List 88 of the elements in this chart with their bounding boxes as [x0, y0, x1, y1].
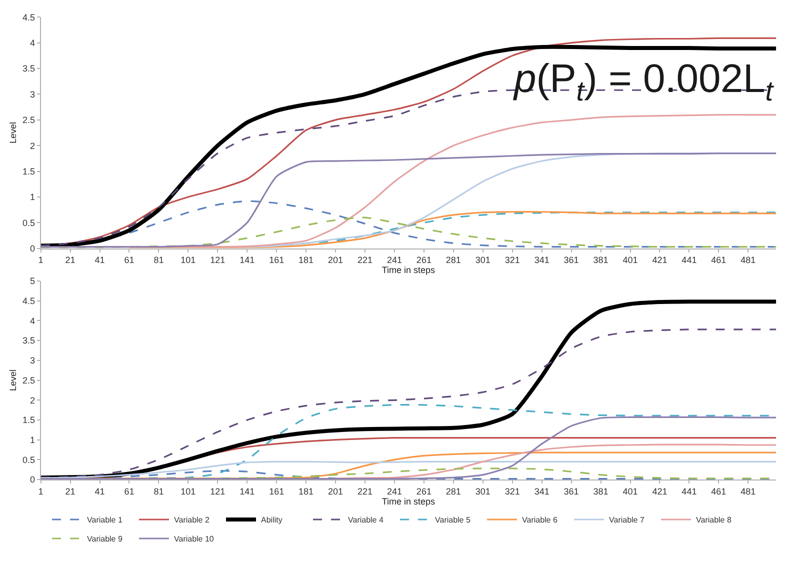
x-tick-label: 81: [154, 255, 164, 266]
x-tick-label: 201: [328, 486, 344, 496]
legend-label: Variable 4: [348, 516, 384, 525]
legend-label: Variable 6: [522, 516, 558, 525]
x-tick-label: 201: [328, 255, 344, 266]
x-tick-label: 481: [740, 255, 756, 266]
x-tick-label: 301: [475, 486, 490, 496]
x-tick-label: 221: [357, 486, 373, 496]
legend-label: Variable 2: [174, 516, 210, 525]
x-tick-label: 341: [534, 486, 550, 496]
x-tick-label: 241: [386, 255, 402, 266]
y-tick-label: 1: [30, 435, 35, 445]
x-tick-label: 41: [94, 255, 105, 266]
y-tick-label: 4.5: [22, 296, 35, 306]
legend-label: Variable 1: [87, 516, 123, 525]
line-series: [40, 328, 776, 478]
x-tick-label: 261: [416, 486, 432, 496]
x-tick-label: 381: [593, 486, 608, 496]
x-tick-label: 421: [652, 486, 668, 496]
x-tick-label: 101: [180, 486, 196, 496]
x-tick-label: 161: [269, 486, 284, 496]
x-tick-label: 141: [240, 486, 255, 496]
x-tick-label: 121: [210, 486, 226, 496]
x-tick-label: 21: [65, 255, 76, 266]
y-axis-title: Level: [8, 370, 18, 392]
y-tick-label: 3: [30, 356, 35, 366]
x-tick-label: 1: [38, 486, 44, 496]
y-tick-label: 3: [30, 89, 35, 100]
legend-label: Variable 10: [174, 534, 214, 544]
legend-label: Variable 8: [696, 516, 732, 525]
legend-label: Variable 7: [609, 516, 645, 525]
x-tick-label: 321: [504, 486, 520, 496]
y-tick-label: 0: [30, 474, 35, 485]
legend-label: Variable 9: [87, 534, 123, 544]
x-tick-label: 361: [564, 486, 579, 496]
x-tick-label: 1: [38, 255, 44, 266]
y-tick-label: 1: [30, 192, 35, 202]
x-tick-label: 441: [682, 255, 697, 266]
x-tick-label: 41: [94, 486, 105, 496]
line-series: [334, 444, 776, 480]
y-tick-label: 5: [30, 276, 35, 286]
x-tick-label: 161: [269, 255, 284, 266]
x-tick-label: 121: [210, 255, 226, 266]
y-tick-label: 0.5: [22, 454, 35, 465]
y-tick-label: 1.5: [22, 415, 35, 426]
line-series: [128, 211, 776, 248]
x-tick-label: 181: [298, 255, 314, 266]
legend-label: Ability: [261, 516, 282, 525]
y-tick-label: 0.5: [22, 218, 35, 228]
x-tick-label: 381: [593, 255, 608, 266]
x-tick-label: 61: [124, 486, 134, 496]
x-tick-label: 241: [386, 486, 402, 496]
x-axis-title: Time in steps: [382, 496, 436, 506]
y-tick-label: 4: [30, 316, 35, 326]
y-axis-title: Level: [8, 122, 18, 144]
x-tick-label: 461: [711, 486, 726, 496]
x-tick-label: 421: [652, 255, 668, 266]
y-tick-label: 2.5: [22, 375, 35, 386]
x-tick-label: 401: [622, 255, 638, 266]
x-tick-label: 221: [357, 255, 373, 266]
x-tick-label: 341: [534, 255, 550, 266]
x-tick-label: 181: [298, 486, 314, 496]
y-tick-label: 3.5: [22, 336, 35, 346]
x-tick-label: 401: [622, 486, 638, 496]
x-axis-title: Time in steps: [382, 265, 436, 276]
x-tick-label: 281: [446, 486, 461, 496]
x-tick-label: 361: [564, 255, 579, 266]
x-tick-label: 321: [504, 255, 520, 266]
x-tick-label: 101: [180, 255, 196, 266]
y-tick-label: 2: [30, 395, 35, 406]
y-tick-label: 2: [30, 140, 35, 151]
x-tick-label: 301: [475, 255, 490, 266]
x-tick-label: 281: [446, 255, 461, 266]
x-tick-label: 141: [240, 255, 255, 266]
x-tick-label: 261: [416, 255, 432, 266]
x-tick-label: 441: [682, 486, 697, 496]
x-tick-label: 21: [65, 486, 76, 496]
x-tick-label: 61: [124, 255, 134, 266]
legend-label: Variable 5: [435, 516, 471, 525]
y-tick-label: 3.5: [22, 64, 35, 74]
y-tick-label: 1.5: [22, 166, 35, 176]
y-tick-label: 0: [30, 244, 35, 254]
x-tick-label: 481: [740, 486, 756, 496]
y-tick-label: 4.5: [22, 12, 35, 22]
x-tick-label: 81: [154, 486, 164, 496]
y-tick-label: 4: [30, 38, 35, 48]
x-tick-label: 461: [711, 255, 726, 266]
y-tick-label: 2.5: [22, 115, 35, 126]
